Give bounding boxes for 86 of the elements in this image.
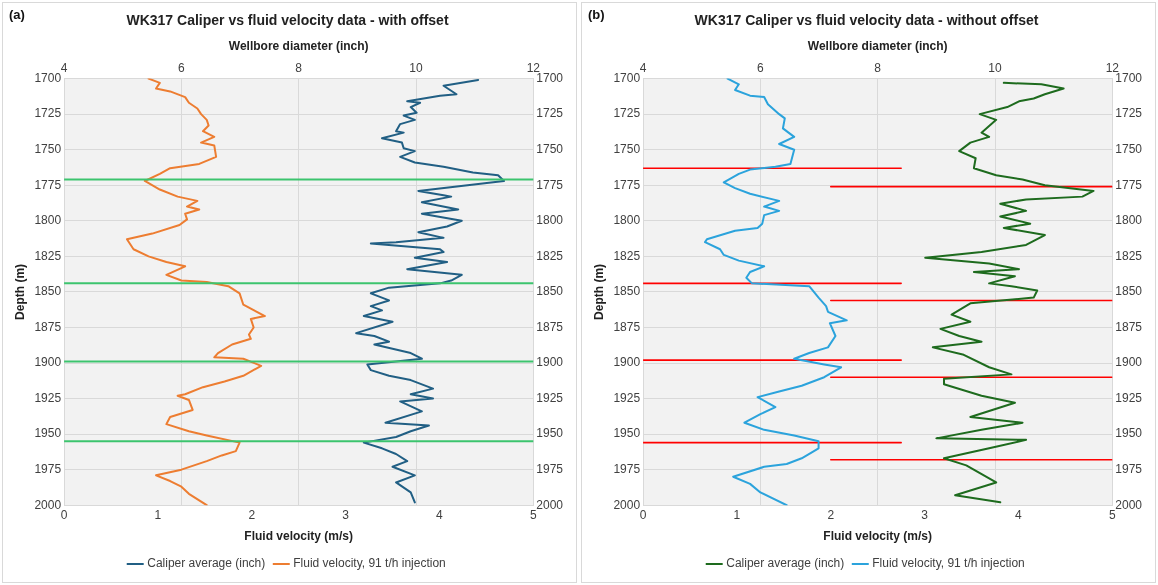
y2-tick-label: 1800 <box>536 213 564 228</box>
legend-label: Caliper average (inch) <box>726 556 845 571</box>
y-tick-label: 1800 <box>34 213 62 228</box>
x-tick-label: 4 <box>436 507 444 522</box>
x-tick-label: 1 <box>154 507 162 522</box>
y-tick-label: 1850 <box>613 284 641 299</box>
y2-tick-label: 1875 <box>536 319 564 334</box>
y-tick-label: 1975 <box>34 461 62 476</box>
y-tick-label: 1900 <box>34 355 62 370</box>
y2-tick-label: 1700 <box>536 70 564 85</box>
x2-tick-label: 10 <box>988 60 1002 75</box>
y2-tick-label: 1900 <box>536 355 564 370</box>
y-tick-label: 1875 <box>613 319 641 334</box>
x-tick-label: 2 <box>248 507 256 522</box>
x-tick-label: 1 <box>733 507 741 522</box>
x-tick-label: 3 <box>342 507 350 522</box>
x-tick-label: 5 <box>529 507 537 522</box>
y-tick-label: 1825 <box>34 248 62 263</box>
x2-tick-label: 4 <box>60 60 68 75</box>
x-tick-label: 4 <box>1015 507 1023 522</box>
x-tick-label: 0 <box>60 507 68 522</box>
x2-tick-label: 8 <box>295 60 303 75</box>
y-tick-label: 1975 <box>613 461 641 476</box>
y-tick-label: 1700 <box>613 70 641 85</box>
legend-label: Fluid velocity, 91 t/h injection <box>293 556 446 571</box>
x2-tick-label: 10 <box>409 60 423 75</box>
y2-tick-label: 1825 <box>1115 248 1143 263</box>
y-tick-label: 1725 <box>613 106 641 121</box>
text: (b) <box>588 7 605 23</box>
y2-tick-label: 1800 <box>1115 213 1143 228</box>
y2-tick-label: 1925 <box>536 390 564 405</box>
x2-tick-label: 4 <box>639 60 647 75</box>
chart-title: WK317 Caliper vs fluid velocity data - with offset <box>126 12 449 29</box>
y2-tick-label: 1750 <box>536 142 564 157</box>
y2-tick-label: 1775 <box>536 177 564 192</box>
x2-tick-label: 6 <box>757 60 765 75</box>
y-axis-title: Depth (m) <box>12 263 27 320</box>
y2-tick-label: 2000 <box>1115 497 1143 512</box>
chart-title: WK317 Caliper vs fluid velocity data - without offset <box>694 12 1039 29</box>
x-tick-label: 0 <box>639 507 647 522</box>
y2-tick-label: 2000 <box>536 497 564 512</box>
y-tick-label: 2000 <box>613 497 641 512</box>
text: (a) <box>9 7 25 23</box>
y2-tick-label: 1950 <box>536 426 564 441</box>
y-axis-title: Depth (m) <box>591 263 606 320</box>
y2-tick-label: 1850 <box>536 284 564 299</box>
y2-tick-label: 1775 <box>1115 177 1143 192</box>
y-tick-label: 2000 <box>34 497 62 512</box>
y-tick-label: 1700 <box>34 70 62 85</box>
y2-tick-label: 1925 <box>1115 390 1143 405</box>
x-tick-label: 2 <box>827 507 835 522</box>
x2-tick-label: 8 <box>874 60 882 75</box>
legend-label: Caliper average (inch) <box>147 556 266 571</box>
y-tick-label: 1950 <box>613 426 641 441</box>
x2-axis-title: Wellbore diameter (inch) <box>807 39 948 54</box>
legend-label: Fluid velocity, 91 t/h injection <box>872 556 1025 571</box>
y-tick-label: 1725 <box>34 106 62 121</box>
y2-tick-label: 1975 <box>1115 461 1143 476</box>
y-tick-label: 1775 <box>613 177 641 192</box>
y2-tick-label: 1825 <box>536 248 564 263</box>
y-tick-label: 1750 <box>34 142 62 157</box>
y-tick-label: 1750 <box>613 142 641 157</box>
x2-tick-label: 6 <box>178 60 186 75</box>
y-tick-label: 1950 <box>34 426 62 441</box>
y2-tick-label: 1725 <box>536 106 564 121</box>
x-axis-title: Fluid velocity (m/s) <box>823 529 933 544</box>
y-tick-label: 1925 <box>613 390 641 405</box>
y2-tick-label: 1950 <box>1115 426 1143 441</box>
x-tick-label: 3 <box>921 507 929 522</box>
y-tick-label: 1900 <box>613 355 641 370</box>
y2-tick-label: 1900 <box>1115 355 1143 370</box>
y2-tick-label: 1725 <box>1115 106 1143 121</box>
x-axis-title: Fluid velocity (m/s) <box>244 529 354 544</box>
y-tick-label: 1800 <box>613 213 641 228</box>
y2-tick-label: 1750 <box>1115 142 1143 157</box>
y-tick-label: 1875 <box>34 319 62 334</box>
y-tick-label: 1825 <box>613 248 641 263</box>
y2-tick-label: 1700 <box>1115 70 1143 85</box>
y2-tick-label: 1850 <box>1115 284 1143 299</box>
y2-tick-label: 1975 <box>536 461 564 476</box>
x-tick-label: 5 <box>1108 507 1116 522</box>
x2-axis-title: Wellbore diameter (inch) <box>228 39 369 54</box>
y-tick-label: 1775 <box>34 177 62 192</box>
y2-tick-label: 1875 <box>1115 319 1143 334</box>
y-tick-label: 1925 <box>34 390 62 405</box>
y-tick-label: 1850 <box>34 284 62 299</box>
